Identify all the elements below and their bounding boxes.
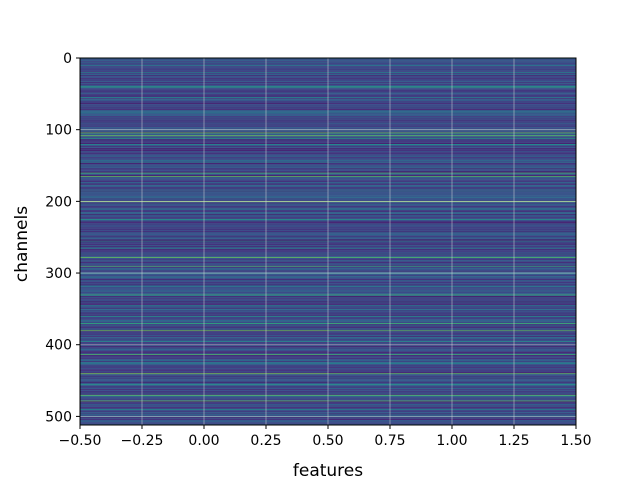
x-axis-label: features: [293, 461, 363, 480]
y-axis: 0 100 200 300 400 500: [45, 51, 80, 425]
x-tick-label: 0.00: [188, 433, 219, 449]
x-tick-label: 1.25: [498, 433, 529, 449]
y-axis-label: channels: [12, 206, 32, 282]
y-tick-label: 0: [63, 51, 72, 67]
x-tick-label: 1.50: [560, 433, 591, 449]
x-tick-label: 1.00: [436, 433, 467, 449]
x-tick-label: −0.25: [121, 433, 164, 449]
y-tick-label: 100: [45, 123, 72, 139]
x-tick-label: 0.50: [312, 433, 343, 449]
x-tick-label: 0.75: [374, 433, 405, 449]
y-tick-label: 300: [45, 266, 72, 282]
x-tick-label: −0.50: [59, 433, 102, 449]
x-axis: −0.50 −0.25 0.00 0.25 0.50 0.75 1.00 1.25 1.50: [59, 425, 592, 449]
y-tick-label: 500: [45, 409, 72, 425]
x-tick-label: 0.25: [250, 433, 281, 449]
y-tick-label: 400: [45, 338, 72, 354]
y-tick-label: 200: [45, 194, 72, 210]
